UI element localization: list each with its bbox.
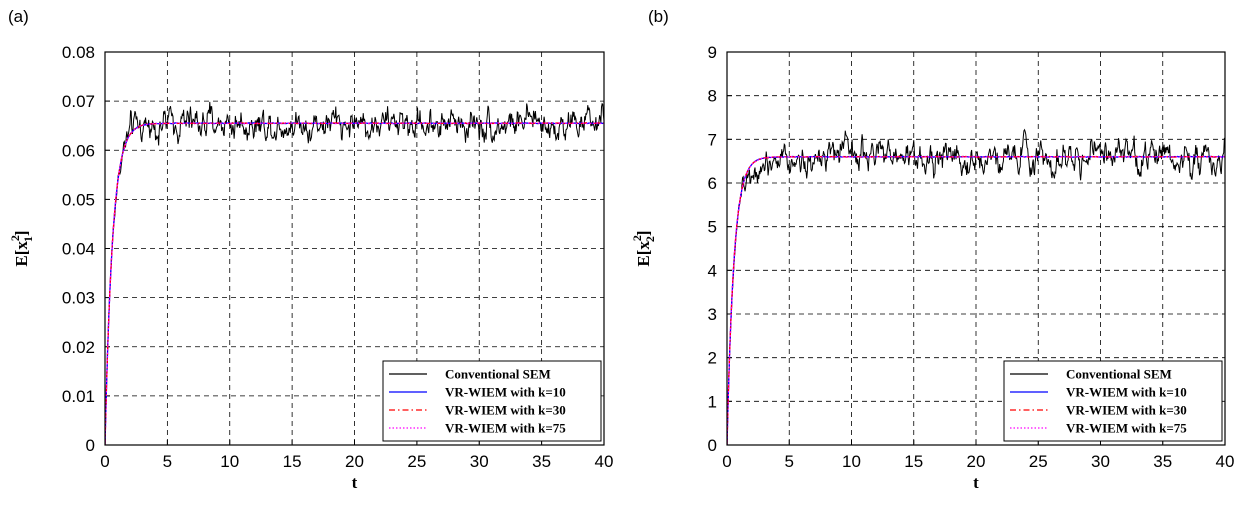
legend-label-4: VR-WIEM with k=75: [1066, 421, 1187, 436]
y-tick-label: 4: [708, 261, 717, 280]
y-axis-title-close: ]: [634, 230, 653, 236]
y-tick-label: 0.01: [62, 387, 95, 406]
x-tick-label: 10: [842, 452, 861, 471]
x-tick-label: 0: [100, 452, 109, 471]
panel-label: (b): [648, 7, 669, 26]
x-tick-label: 30: [1091, 452, 1110, 471]
legend-label-2: VR-WIEM with k=10: [1066, 385, 1187, 400]
y-tick-label: 8: [708, 87, 717, 106]
x-tick-label: 35: [532, 452, 551, 471]
legend: Conventional SEM VR-WIEM with k=10 VR-WIEM…: [1003, 360, 1223, 442]
x-tick-label: 40: [595, 452, 614, 471]
y-axis-title-base: E[x: [12, 241, 31, 267]
y-tick-label: 0.06: [62, 141, 95, 160]
y-tick-label: 1: [708, 392, 717, 411]
plot-frame: [726, 51, 1226, 446]
y-tick-label: 0.07: [62, 92, 95, 111]
series-group: [105, 101, 604, 445]
plot-frame: [104, 51, 605, 446]
series-line-1: [105, 101, 604, 445]
legend-label-2: VR-WIEM with k=10: [445, 385, 566, 400]
y-axis-title-base: E[x: [634, 241, 653, 267]
y-axis-title: E[x21]: [8, 230, 35, 266]
x-tick-label: 30: [470, 452, 489, 471]
x-tick-label: 0: [722, 452, 731, 471]
y-tick-label: 0.05: [62, 190, 95, 209]
chart-panel-2: (b)0 5 10 15 20 25 30 35 400123456789tE[x22]Conv…: [630, 7, 1234, 492]
y-tick-label: 5: [708, 218, 717, 237]
series-line-4: [727, 155, 1225, 445]
y-tick-label: 0.08: [62, 43, 95, 62]
y-tick-label: 0.02: [62, 338, 95, 357]
x-tick-label: 20: [967, 452, 986, 471]
y-axis-title: E[x22]: [630, 230, 657, 266]
x-tick-label: 35: [1153, 452, 1172, 471]
x-axis-title: t: [352, 473, 358, 492]
y-axis-title-subscript: 2: [643, 236, 657, 242]
y-tick-label: 7: [708, 130, 717, 149]
x-tick-label: 25: [407, 452, 426, 471]
series-group: [727, 128, 1225, 445]
x-axis-title: t: [973, 473, 979, 492]
y-tick-label: 0: [708, 436, 717, 455]
x-tick-label: 5: [785, 452, 794, 471]
legend-label-3: VR-WIEM with k=30: [445, 403, 566, 418]
x-tick-label: 5: [163, 452, 172, 471]
legend-label-1: Conventional SEM: [445, 367, 551, 382]
legend-label-1: Conventional SEM: [1066, 367, 1172, 382]
x-tick-label: 10: [220, 452, 239, 471]
y-tick-label: 0: [86, 436, 95, 455]
y-axis-title-superscript: 2: [8, 235, 22, 241]
x-tick-label: 40: [1216, 452, 1235, 471]
x-tick-label: 15: [904, 452, 923, 471]
x-tick-label: 15: [283, 452, 302, 471]
x-tick-label: 20: [345, 452, 364, 471]
chart-panel-1: (a) 0 5 10 15 20 25 30 35 40 0 0.01 0.02 0.03 0.04 0.05…: [8, 7, 613, 492]
y-tick-label: 2: [708, 349, 717, 368]
legend-label-4: VR-WIEM with k=75: [445, 421, 566, 436]
y-tick-label: 9: [708, 43, 717, 62]
y-axis-title-superscript: 2: [630, 235, 644, 241]
legend-label-3: VR-WIEM with k=30: [1066, 403, 1187, 418]
panel-label: (a): [8, 7, 29, 26]
series-line-1: [727, 128, 1225, 445]
series-line-3: [105, 122, 604, 445]
x-tick-label: 25: [1029, 452, 1048, 471]
y-axis-title-close: ]: [12, 230, 31, 236]
y-axis-title-subscript: 1: [21, 236, 35, 242]
y-tick-label: 0.04: [62, 240, 95, 259]
legend: Conventional SEM VR-WIEM with k=10 VR-WIEM…: [382, 360, 602, 442]
y-tick-label: 0.03: [62, 289, 95, 308]
y-tick-label: 3: [708, 305, 717, 324]
y-tick-label: 6: [708, 174, 717, 193]
